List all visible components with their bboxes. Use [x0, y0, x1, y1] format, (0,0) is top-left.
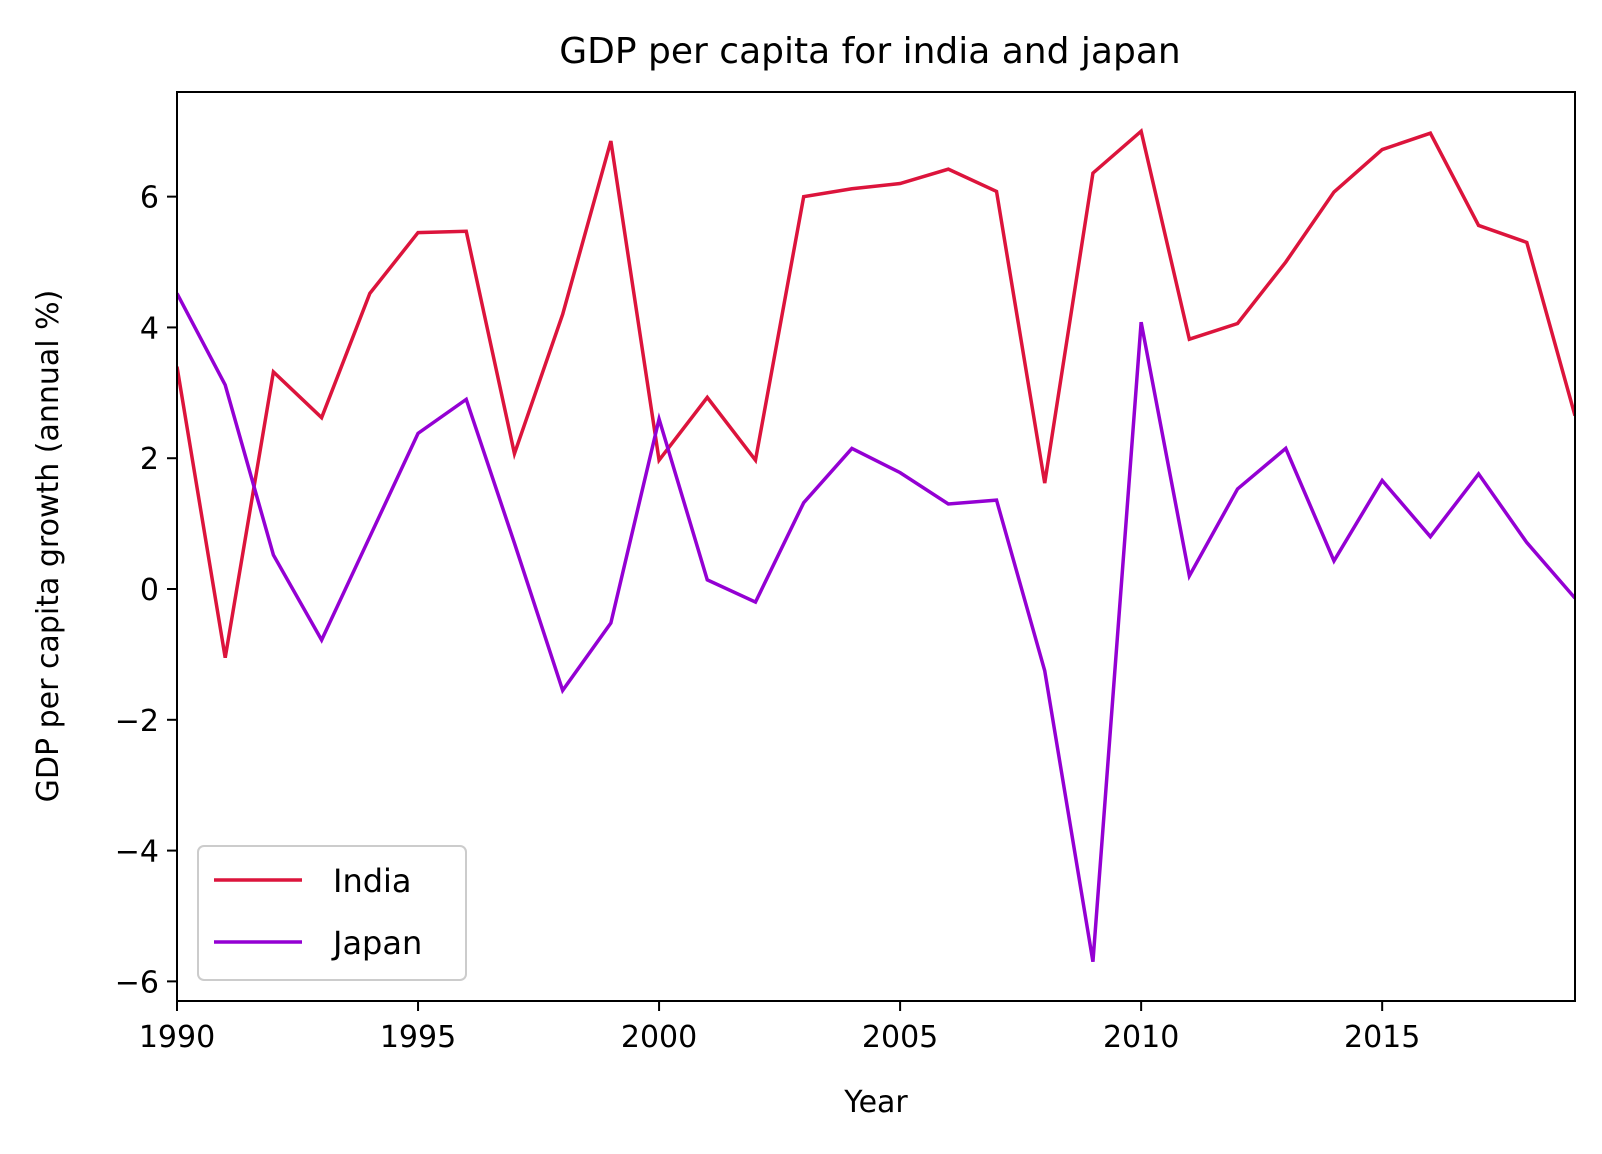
y-tick-label: 2: [140, 442, 159, 477]
legend-box: [197, 845, 467, 981]
y-tick-label: −4: [115, 835, 159, 870]
y-tick-label: −6: [115, 965, 159, 1000]
legend-label-japan: Japan: [331, 924, 422, 962]
legend: India Japan: [197, 845, 467, 981]
x-tick-label: 2000: [621, 1020, 697, 1055]
plot-frame: [176, 91, 1576, 1002]
y-axis-title: GDP per capita growth (annual %): [31, 290, 66, 803]
x-tick-label: 2015: [1344, 1020, 1420, 1055]
chart-title: GDP per capita for india and japan: [559, 31, 1180, 72]
x-tick-label: 1990: [139, 1020, 215, 1055]
x-tick-label: 2005: [862, 1020, 938, 1055]
legend-label-india: India: [333, 862, 412, 900]
x-tick-label: 1995: [380, 1020, 456, 1055]
y-tick-label: 4: [140, 311, 159, 346]
y-tick-label: 0: [140, 573, 159, 608]
series-line-japan: [177, 292, 1575, 963]
x-axis-title: Year: [843, 1085, 908, 1120]
x-tick-label: 2010: [1103, 1020, 1179, 1055]
y-tick-label: −2: [115, 704, 159, 739]
y-axis: −6 −4 −2 0 2 4 6: [115, 181, 177, 1000]
series-layer: [177, 128, 1575, 963]
y-tick-label: 6: [140, 181, 159, 216]
series-line-india: [177, 128, 1575, 658]
x-axis: 1990 1995 2000 2005 2010 2015: [139, 1001, 1420, 1055]
